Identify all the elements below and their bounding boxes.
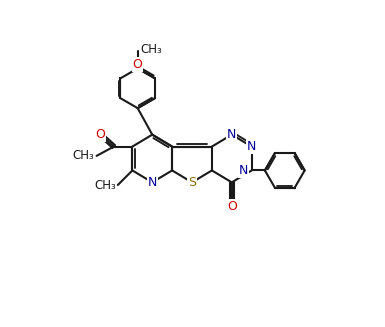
Text: N: N <box>247 140 256 153</box>
Text: O: O <box>133 58 142 71</box>
Text: N: N <box>227 128 236 141</box>
Text: CH₃: CH₃ <box>73 149 94 163</box>
Text: O: O <box>95 128 105 141</box>
Text: S: S <box>188 176 196 189</box>
Text: CH₃: CH₃ <box>141 43 162 56</box>
Text: N: N <box>147 176 157 189</box>
Text: O: O <box>227 200 237 213</box>
Text: CH₃: CH₃ <box>94 179 116 192</box>
Text: N: N <box>239 164 248 177</box>
